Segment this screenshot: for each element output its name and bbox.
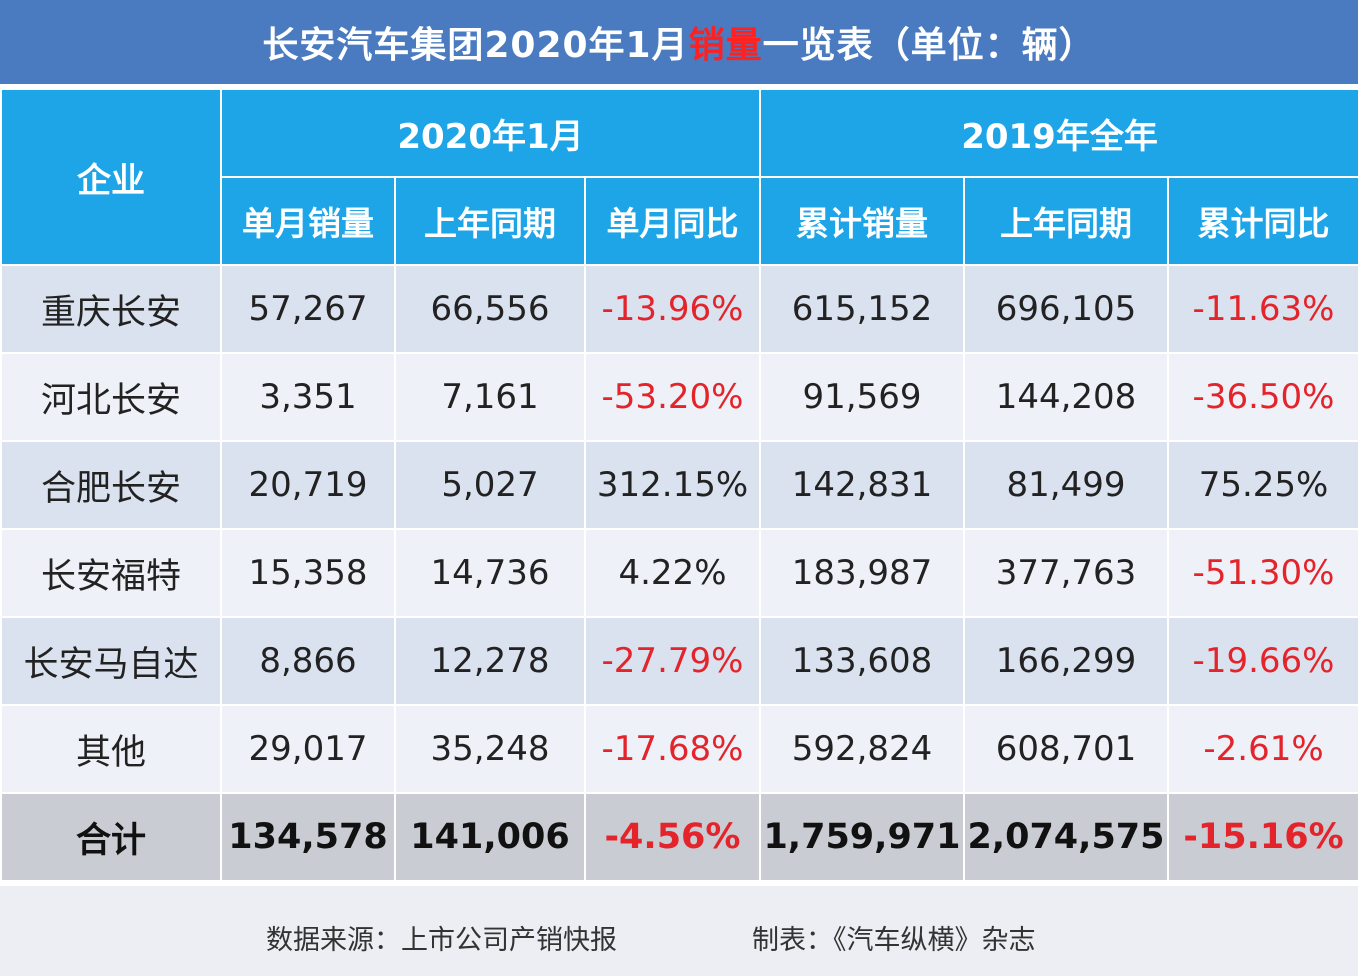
table-cell: 66,556 — [394, 264, 586, 354]
table-cell: 608,701 — [963, 704, 1169, 794]
company-name: 长安马自达 — [0, 616, 222, 706]
company-name: 合肥长安 — [0, 440, 222, 530]
column-header: 单月销量 — [220, 176, 396, 266]
column-header: 累计同比 — [1166, 176, 1358, 266]
table-cell: -36.50% — [1166, 352, 1358, 442]
table-cell: 312.15% — [584, 440, 761, 530]
total-label: 合计 — [0, 792, 222, 882]
table-cell: 7,161 — [394, 352, 586, 442]
table-title: 长安汽车集团2020年1月 销量 一览表（单位：辆） — [0, 0, 1358, 84]
table-cell: 615,152 — [759, 264, 965, 354]
sales-table: 企业 2020年1月 2019年全年 单月销量 上年同期 单月同比 累计销量 上… — [0, 88, 1358, 882]
table-cell: 75.25% — [1166, 440, 1358, 530]
table-cell: 183,987 — [759, 528, 965, 618]
title-text: 长安汽车集团2020年1月 — [262, 25, 689, 66]
table-cell: -53.20% — [584, 352, 761, 442]
data-source-note: 数据来源：上市公司产销快报 — [266, 925, 617, 956]
table-row: 长安马自达 8,866 12,278 -27.79% 133,608 166,2… — [0, 616, 1358, 706]
table-row: 长安福特 15,358 14,736 4.22% 183,987 377,763… — [0, 528, 1358, 618]
title-highlight: 销量 — [688, 25, 763, 66]
table-cell: 57,267 — [220, 264, 396, 354]
table-cell: 144,208 — [963, 352, 1169, 442]
table-cell: 696,105 — [963, 264, 1169, 354]
company-name: 长安福特 — [0, 528, 222, 618]
company-name: 其他 — [0, 704, 222, 794]
table-cell: 14,736 — [394, 528, 586, 618]
table-cell: 142,831 — [759, 440, 965, 530]
table-cell: 12,278 — [394, 616, 586, 706]
table-cell: 5,027 — [394, 440, 586, 530]
table-cell: 29,017 — [220, 704, 396, 794]
table-cell: 133,608 — [759, 616, 965, 706]
column-header: 累计销量 — [759, 176, 965, 266]
table-footer: 数据来源：上市公司产销快报 制表：《汽车纵横》杂志 — [0, 886, 1358, 976]
table-row: 重庆长安 57,267 66,556 -13.96% 615,152 696,1… — [0, 264, 1358, 354]
table-cell: 91,569 — [759, 352, 965, 442]
table-cell: 35,248 — [394, 704, 586, 794]
table-cell: 4.22% — [584, 528, 761, 618]
total-row: 合计 134,578 141,006 -4.56% 1,759,971 2,07… — [0, 792, 1358, 882]
table-cell: 166,299 — [963, 616, 1169, 706]
company-name: 重庆长安 — [0, 264, 222, 354]
column-header: 上年同期 — [963, 176, 1169, 266]
table-cell: 15,358 — [220, 528, 396, 618]
table-row: 合肥长安 20,719 5,027 312.15% 142,831 81,499… — [0, 440, 1358, 530]
total-cell: -15.16% — [1166, 792, 1358, 882]
table-cell: -2.61% — [1166, 704, 1358, 794]
table-cell: -27.79% — [584, 616, 761, 706]
header-group-2019: 2019年全年 — [758, 88, 1358, 178]
table-row: 其他 29,017 35,248 -17.68% 592,824 608,701… — [0, 704, 1358, 794]
table-cell: -13.96% — [584, 264, 761, 354]
table-maker-note: 制表：《汽车纵横》杂志 — [752, 925, 1036, 956]
header-group-2020: 2020年1月 — [220, 88, 761, 178]
total-cell: -4.56% — [584, 792, 761, 882]
header-company: 企业 — [0, 88, 222, 266]
table-row: 河北长安 3,351 7,161 -53.20% 91,569 144,208 … — [0, 352, 1358, 442]
total-cell: 141,006 — [394, 792, 586, 882]
table-cell: 81,499 — [963, 440, 1169, 530]
table-cell: -11.63% — [1166, 264, 1358, 354]
company-name: 河北长安 — [0, 352, 222, 442]
table-cell: 20,719 — [220, 440, 396, 530]
table-cell: 377,763 — [963, 528, 1169, 618]
total-cell: 2,074,575 — [963, 792, 1169, 882]
table-cell: -51.30% — [1166, 528, 1358, 618]
column-header: 单月同比 — [584, 176, 761, 266]
table-cell: 3,351 — [220, 352, 396, 442]
total-cell: 1,759,971 — [759, 792, 965, 882]
table-cell: -17.68% — [584, 704, 761, 794]
column-header: 上年同期 — [394, 176, 586, 266]
table-cell: 592,824 — [759, 704, 965, 794]
table-cell: 8,866 — [220, 616, 396, 706]
table-cell: -19.66% — [1166, 616, 1358, 706]
total-cell: 134,578 — [220, 792, 396, 882]
title-suffix: 一览表（单位：辆） — [762, 25, 1096, 66]
